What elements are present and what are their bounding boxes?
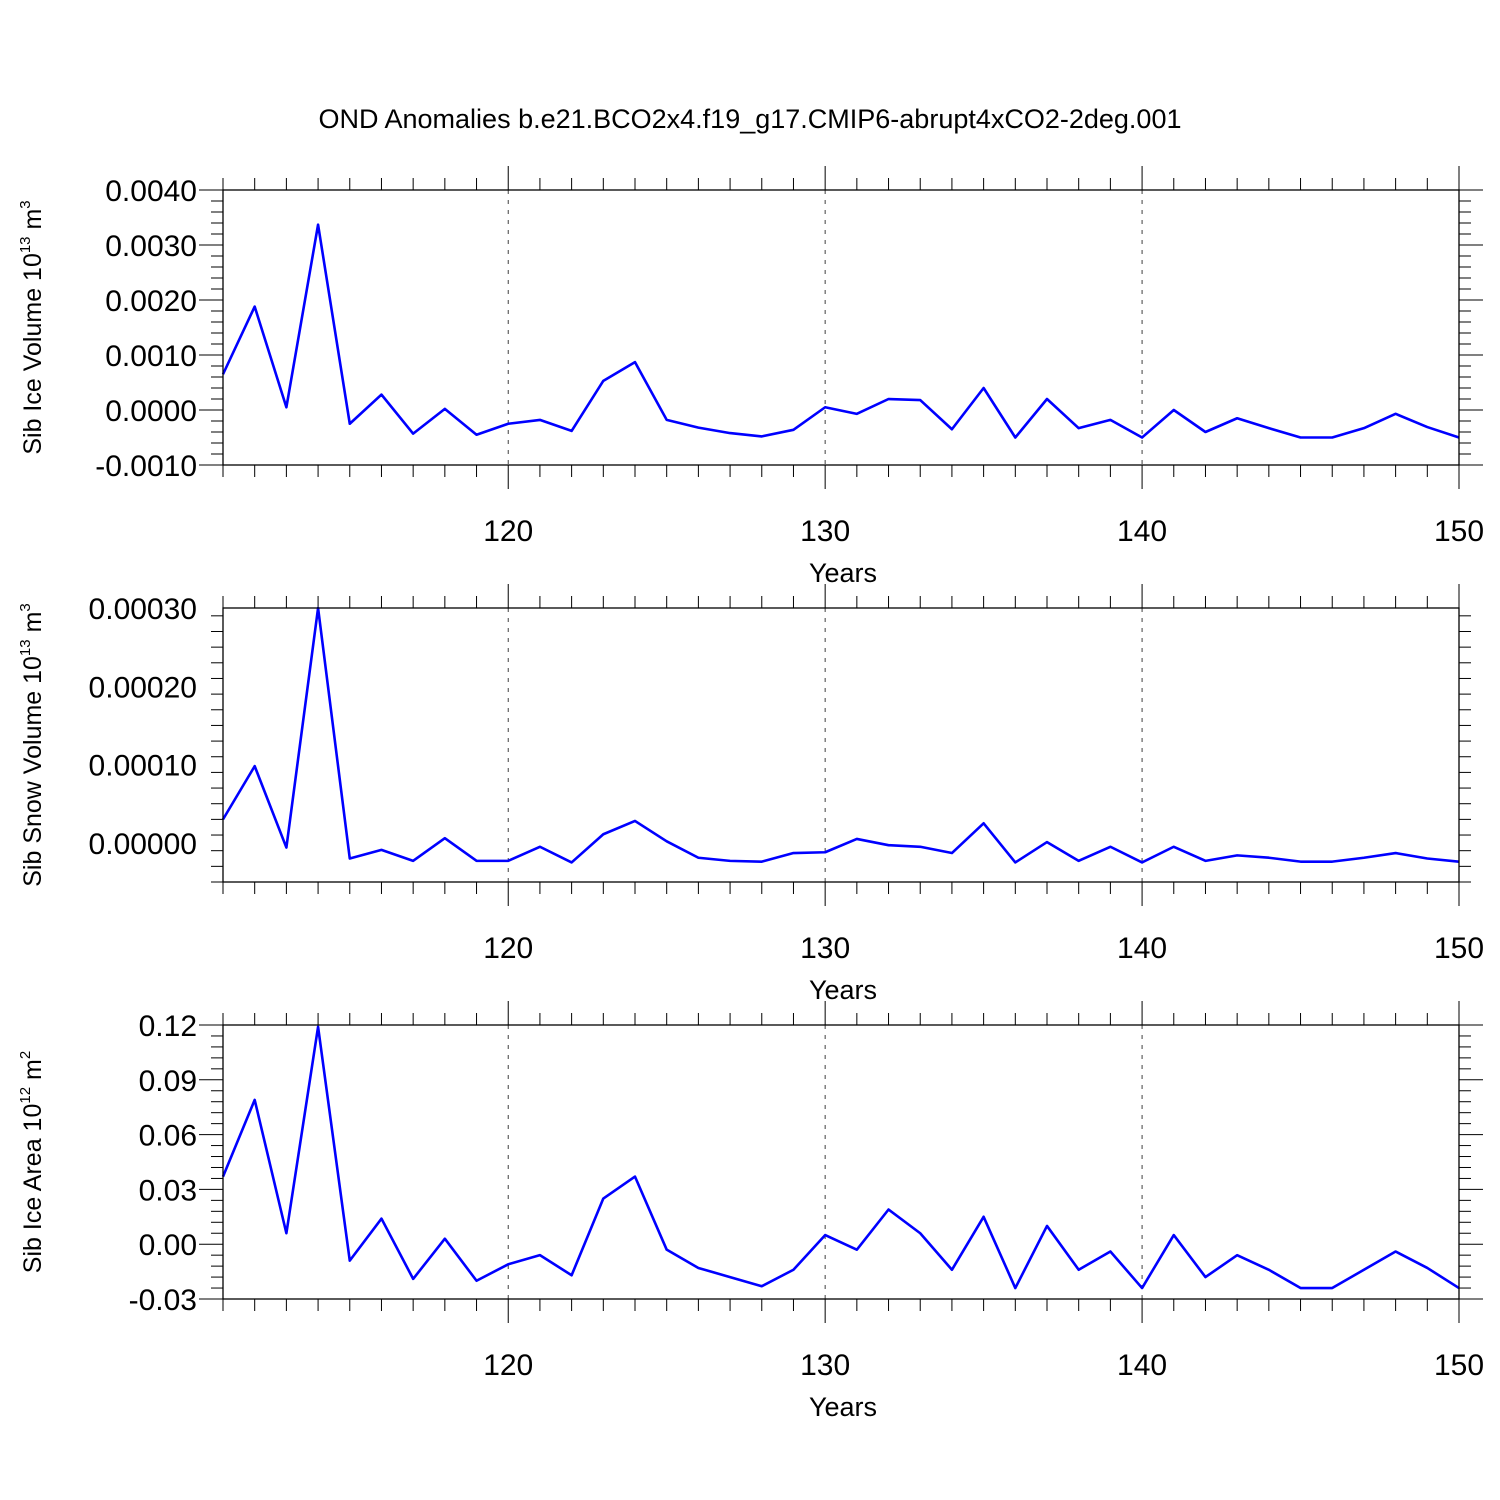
x-axis-label: Years xyxy=(809,1392,877,1422)
panel-2: 0.00000 0.00010 0.00020 0.00030 120 130 140 150… xyxy=(17,584,1484,1005)
y-tick-label: 0.06 xyxy=(139,1120,197,1153)
y-axis-label: Sib Ice Area 1012 m2 xyxy=(17,1051,47,1273)
y-tick-label: 0.0030 xyxy=(105,230,197,263)
x-tick-label: 130 xyxy=(800,1349,850,1382)
panel-1: -0.0010 0.0000 0.0010 0.0020 0.0030 0.0040 120… xyxy=(17,166,1484,588)
x-axis-label: Years xyxy=(809,975,877,1005)
y-tick-label: 0.03 xyxy=(139,1174,197,1207)
plot-frame xyxy=(222,607,1460,883)
x-tick-label: 120 xyxy=(483,932,533,965)
y-axis-label: Sib Snow Volume 1013 m3 xyxy=(17,603,47,887)
y-tick-label: 0.0020 xyxy=(105,285,197,318)
y-tick-label: 0.09 xyxy=(139,1065,197,1098)
x-tick-label: 130 xyxy=(800,932,850,965)
y-tick-label: 0.00020 xyxy=(89,671,197,704)
y-axis-label: Sib Ice Volume 1013 m3 xyxy=(17,200,47,454)
y-tick-label: 0.00 xyxy=(139,1229,197,1262)
x-tick-label: 150 xyxy=(1434,932,1484,965)
y-tick-label: 0.12 xyxy=(139,1010,197,1043)
y-tick-label: 0.0040 xyxy=(105,175,197,208)
x-tick-label: 150 xyxy=(1434,515,1484,548)
y-tick-label: 0.0000 xyxy=(105,395,197,428)
y-tick-label: -0.0010 xyxy=(95,450,197,483)
x-tick-label: 140 xyxy=(1117,932,1167,965)
chart-title: OND Anomalies b.e21.BCO2x4.f19_g17.CMIP6… xyxy=(319,104,1182,134)
x-tick-label: 140 xyxy=(1117,515,1167,548)
series-line xyxy=(221,1025,1460,1290)
series-line xyxy=(221,223,1460,439)
y-tick-label: 0.00010 xyxy=(89,750,197,783)
series-line xyxy=(221,606,1460,864)
x-tick-label: 130 xyxy=(800,515,850,548)
y-tick-label: 0.0010 xyxy=(105,340,197,373)
x-tick-label: 150 xyxy=(1434,1349,1484,1382)
x-axis-label: Years xyxy=(809,558,877,588)
plot-frame xyxy=(222,189,1460,466)
panel-3: -0.03 0.00 0.03 0.06 0.09 0.12 120 130 140 150 Yea… xyxy=(17,1001,1484,1422)
y-tick-label: 0.00030 xyxy=(89,593,197,626)
x-tick-label: 120 xyxy=(483,1349,533,1382)
y-tick-label: 0.00000 xyxy=(89,828,197,861)
x-tick-label: 120 xyxy=(483,515,533,548)
x-tick-label: 140 xyxy=(1117,1349,1167,1382)
y-tick-label: -0.03 xyxy=(129,1284,197,1317)
plot-frame xyxy=(222,1024,1460,1300)
